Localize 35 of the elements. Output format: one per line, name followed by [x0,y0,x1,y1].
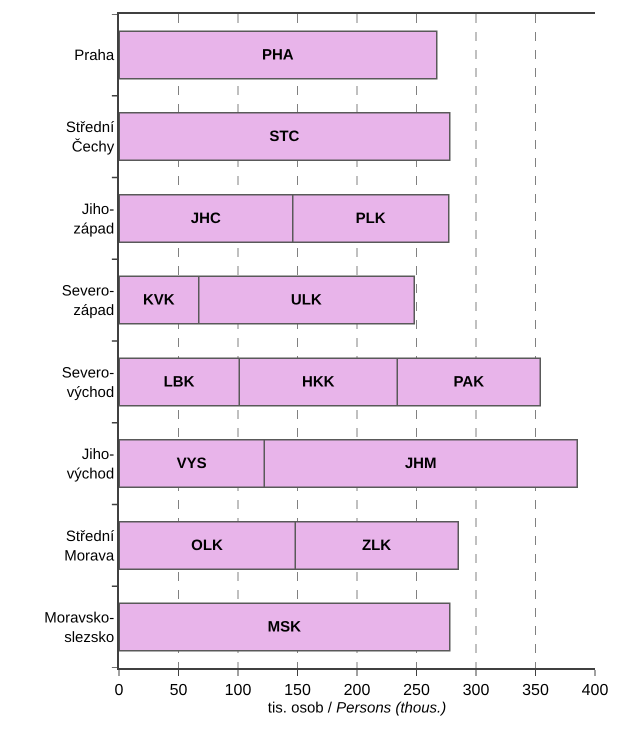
bar [119,112,451,162]
y-tick-label: Jiho- západ [73,200,114,238]
data-label: JHM [404,455,436,472]
x-tick-label: 300 [462,682,490,699]
data-label: HKK [302,373,335,390]
data-label: KVK [142,292,175,309]
x-tick-label: 200 [344,682,370,699]
x-tick-label: 100 [224,682,252,699]
data-label: ULK [290,292,322,309]
data-label: OLK [191,536,223,554]
y-tick-label: Jiho- východ [66,446,114,483]
data-label: PHA [262,46,294,64]
y-tick-label: Severo- západ [62,282,114,320]
y-tick-label: Praha [74,47,115,64]
data-label: PAK [454,373,484,390]
bar [119,602,451,652]
x-tick-label: 50 [170,682,188,699]
data-label: PLK [356,210,386,227]
x-tick-label: 350 [522,682,549,699]
y-tick-label: Moravsko- slezsko [44,610,114,646]
data-label: LBK [164,373,195,390]
y-tick-label: Severo- východ [62,364,114,401]
x-axis-title: tis. osob / Persons (thous.) [268,699,446,716]
data-label: ZLK [362,536,392,554]
y-tick-label: Střední Morava [64,528,116,564]
x-tick-label: 400 [582,682,608,699]
x-tick-label: 250 [403,682,430,699]
x-tick-label: 150 [284,682,311,699]
data-label: JHC [190,210,221,227]
data-label: STC [269,128,300,146]
data-label: MSK [268,618,302,636]
data-label: VYS [176,455,207,472]
x-tick-label: 0 [114,682,124,699]
bar [119,30,438,80]
y-tick-label: Střední Čechy [66,119,116,156]
